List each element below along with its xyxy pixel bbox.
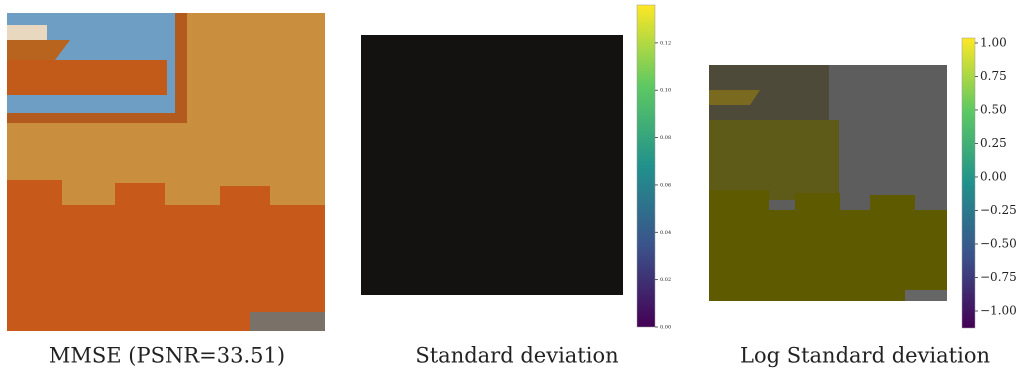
tick-label: 0.00 xyxy=(660,325,671,331)
colorbar xyxy=(636,4,656,328)
tick-label: −0.75 xyxy=(980,270,1017,284)
tick-label: 0.25 xyxy=(980,136,1007,150)
tick-label: −1.00 xyxy=(980,303,1017,317)
tick-label: 0.04 xyxy=(660,230,671,236)
tick-label: 0.00 xyxy=(980,169,1007,183)
tick-label: 0.08 xyxy=(660,135,671,141)
tick-label: 0.06 xyxy=(660,182,671,188)
caption: Log Standard deviation xyxy=(740,344,990,368)
caption: Standard deviation xyxy=(415,344,618,368)
caption: MMSE (PSNR=33.51) xyxy=(49,344,285,368)
tick-label: 0.50 xyxy=(980,102,1007,116)
tick-label: 0.75 xyxy=(980,69,1007,83)
tick-label: 0.02 xyxy=(660,277,671,283)
tick-label: −0.25 xyxy=(980,203,1017,217)
tick-label: 0.10 xyxy=(660,88,671,94)
tick-label: 0.12 xyxy=(660,40,671,46)
log-std-image xyxy=(709,65,947,301)
tick-label: 1.00 xyxy=(980,35,1007,49)
tick-label: −0.50 xyxy=(980,236,1017,250)
mmse-image xyxy=(7,13,325,331)
colorbar xyxy=(961,37,976,329)
std-image xyxy=(361,35,623,295)
